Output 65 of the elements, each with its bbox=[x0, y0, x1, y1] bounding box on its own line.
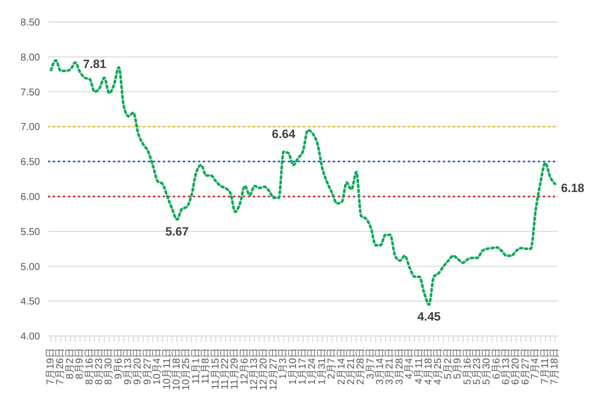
x-tick-label: 9月27日 bbox=[142, 348, 154, 385]
y-tick-label: 8.00 bbox=[20, 52, 40, 64]
x-tick-label: 2月14日 bbox=[336, 348, 348, 385]
x-tick-label: 5月23日 bbox=[472, 348, 483, 385]
x-tick-label: 4月11日 bbox=[414, 348, 425, 384]
x-tick-label: 10月25日 bbox=[181, 348, 192, 390]
line-series bbox=[50, 59, 556, 306]
x-tick-label: 8月23日 bbox=[94, 348, 105, 385]
x-tick-label: 10月11日 bbox=[162, 348, 173, 390]
y-tick-label: 6.00 bbox=[20, 192, 40, 203]
x-tick-label: 1月10日 bbox=[288, 348, 299, 385]
x-tick-label: 1月17日 bbox=[298, 348, 308, 385]
y-tick-label: 7.50 bbox=[20, 87, 40, 98]
x-tick-label: 6月20日 bbox=[510, 348, 522, 385]
x-tick-label: 12月6日 bbox=[239, 348, 250, 385]
x-tick-label: 7月26日 bbox=[55, 348, 66, 385]
y-tick-label: 8.50 bbox=[20, 18, 40, 29]
x-tick-label: 5月2日 bbox=[442, 348, 454, 380]
x-tick-label: 8月9日 bbox=[74, 348, 86, 380]
x-tick-label: 3月28日 bbox=[394, 348, 406, 385]
x-tick-label: 9月20日 bbox=[132, 348, 144, 385]
x-tick-label: 9月6日 bbox=[113, 348, 124, 380]
x-tick-label: 10月18日 bbox=[172, 348, 182, 390]
annotation: 7.81 bbox=[83, 57, 107, 72]
y-tick-label: 5.50 bbox=[20, 226, 40, 238]
annotation: 4.45 bbox=[417, 310, 441, 324]
x-tick-label: 4月18日 bbox=[424, 348, 434, 385]
x-tick-label: 4月25日 bbox=[433, 348, 444, 385]
y-tick-label: 7.00 bbox=[20, 122, 40, 134]
y-tick-label: 4.50 bbox=[20, 296, 40, 308]
x-tick-label: 8月2日 bbox=[64, 348, 76, 380]
x-tick-label: 10月4日 bbox=[152, 348, 164, 385]
annotation: 6.18 bbox=[561, 180, 585, 195]
x-tick-label: 7月11日 bbox=[540, 348, 551, 384]
x-tick-label: 12月20日 bbox=[258, 348, 270, 390]
x-tick-label: 11月15日 bbox=[210, 348, 222, 390]
annotation: 5.67 bbox=[165, 224, 189, 238]
x-tick-label: 2月21日 bbox=[346, 348, 357, 385]
x-tick-label: 7月19日 bbox=[46, 348, 56, 385]
y-tick-label: 4.00 bbox=[20, 332, 40, 343]
x-tick-label: 1月3日 bbox=[278, 348, 290, 380]
x-tick-label: 3月7日 bbox=[365, 348, 376, 380]
x-tick-label: 2月7日 bbox=[326, 348, 338, 380]
x-tick-label: 11月1日 bbox=[190, 348, 202, 384]
x-tick-label: 11月22日 bbox=[220, 348, 231, 390]
x-tick-label: 6月6日 bbox=[491, 348, 502, 380]
annotation: 6.64 bbox=[272, 126, 296, 141]
x-tick-label: 7月18日 bbox=[550, 348, 560, 385]
x-tick-label: 8月30日 bbox=[104, 348, 115, 385]
x-tick-label: 2月28日 bbox=[356, 348, 367, 385]
x-tick-label: 12月27日 bbox=[268, 348, 280, 390]
x-tick-label: 5月9日 bbox=[452, 348, 464, 380]
y-tick-label: 5.00 bbox=[20, 262, 40, 273]
x-tick-label: 1月24日 bbox=[307, 348, 318, 385]
x-tick-label: 11月29日 bbox=[230, 348, 241, 390]
x-tick-label: 8月16日 bbox=[84, 348, 96, 385]
x-tick-label: 7月4日 bbox=[530, 348, 542, 380]
x-tick-label: 1月31日 bbox=[316, 348, 328, 385]
x-tick-label: 3月21日 bbox=[384, 348, 396, 385]
y-tick-label: 6.50 bbox=[20, 157, 40, 168]
x-tick-label: 11月8日 bbox=[200, 348, 212, 384]
x-tick-label: 6月27日 bbox=[520, 348, 532, 385]
x-tick-label: 5月16日 bbox=[462, 348, 474, 385]
x-tick-label: 4月4日 bbox=[404, 348, 416, 380]
x-tick-label: 5月30日 bbox=[482, 348, 493, 385]
